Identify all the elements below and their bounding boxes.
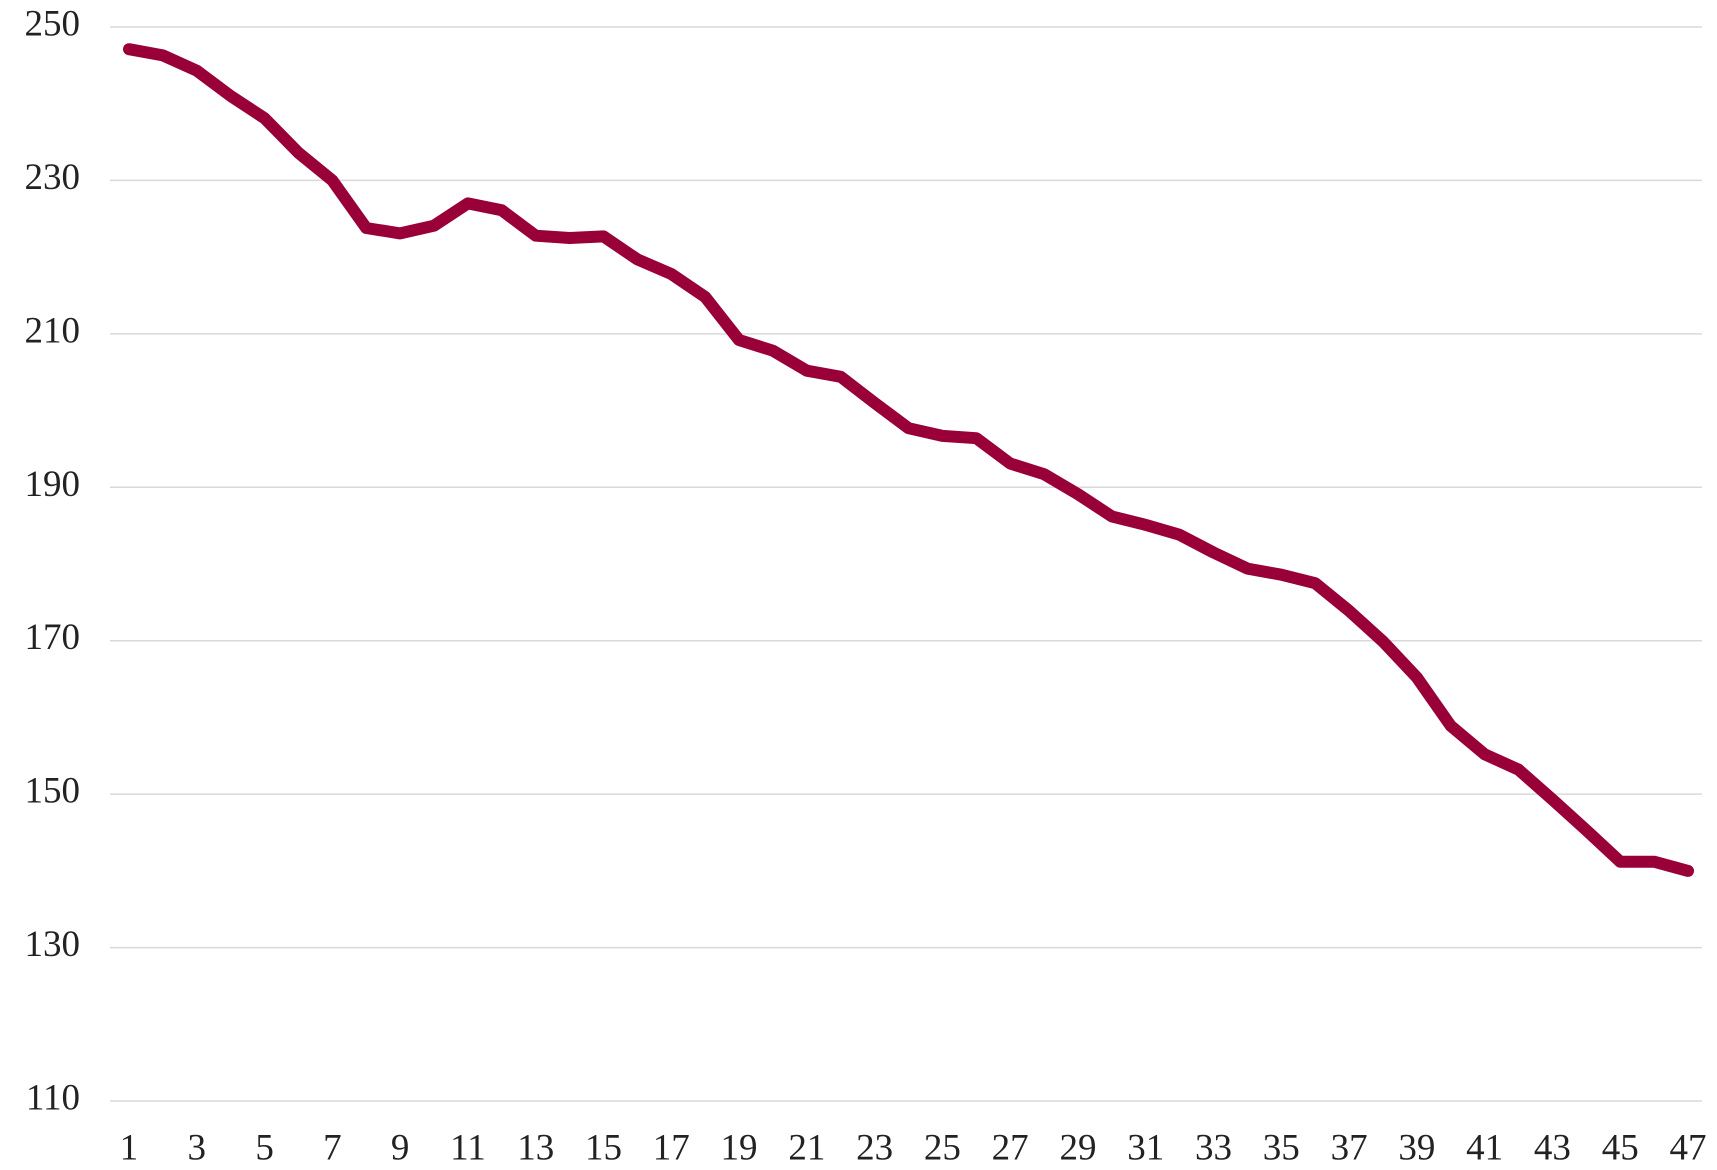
- x-tick-label: 31: [1127, 1127, 1164, 1168]
- x-tick-label: 7: [323, 1127, 342, 1168]
- y-tick-label: 250: [25, 3, 81, 44]
- x-tick-label: 35: [1263, 1127, 1300, 1168]
- x-tick-label: 19: [721, 1127, 758, 1168]
- y-tick-label: 190: [25, 464, 81, 505]
- x-tick-label: 45: [1602, 1127, 1639, 1168]
- x-tick-label: 41: [1466, 1127, 1503, 1168]
- y-tick-label: 130: [25, 924, 81, 965]
- y-tick-label: 150: [25, 771, 81, 812]
- x-tick-label: 29: [1059, 1127, 1096, 1168]
- line-series: [123, 43, 1694, 877]
- x-tick-label: 23: [856, 1127, 893, 1168]
- x-tick-label: 43: [1534, 1127, 1571, 1168]
- x-tick-label: 9: [391, 1127, 410, 1168]
- x-tick-label: 21: [788, 1127, 825, 1168]
- x-tick-label: 27: [992, 1127, 1029, 1168]
- x-tick-label: 17: [653, 1127, 690, 1168]
- y-tick-label: 210: [25, 310, 81, 351]
- y-tick-label: 110: [26, 1077, 80, 1118]
- y-tick-label: 230: [25, 157, 81, 198]
- x-tick-label: 47: [1670, 1127, 1707, 1168]
- x-tick-label: 15: [585, 1127, 622, 1168]
- x-tick-label: 11: [450, 1127, 486, 1168]
- x-tick-label: 1: [120, 1127, 139, 1168]
- x-tick-label: 25: [924, 1127, 961, 1168]
- x-tick-label: 5: [255, 1127, 274, 1168]
- y-tick-label: 170: [25, 617, 81, 658]
- x-tick-label: 33: [1195, 1127, 1232, 1168]
- x-tick-label: 37: [1331, 1127, 1368, 1168]
- x-tick-label: 3: [188, 1127, 207, 1168]
- x-tick-label: 39: [1398, 1127, 1435, 1168]
- x-tick-label: 13: [517, 1127, 554, 1168]
